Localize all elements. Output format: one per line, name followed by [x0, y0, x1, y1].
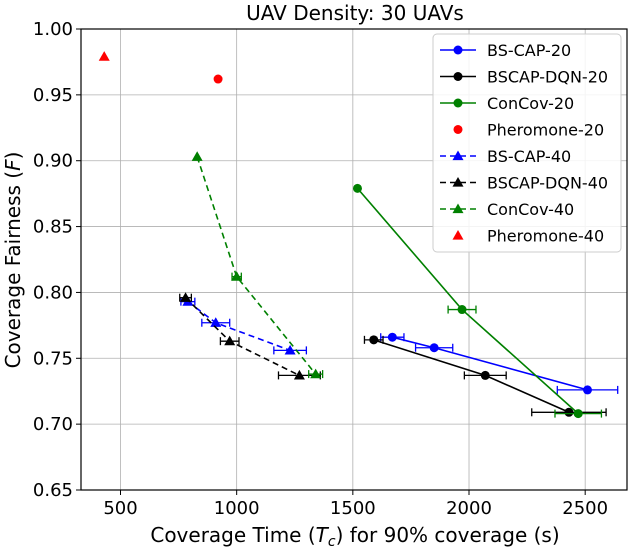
- series-line: [184, 297, 300, 377]
- legend-marker: [453, 98, 463, 108]
- legend-label: Pheromone-20: [487, 121, 604, 140]
- legend-box: [432, 33, 622, 253]
- legend-label: BS-CAP-20: [487, 41, 571, 60]
- data-point: [180, 292, 192, 302]
- series-bscap-dqn-40: [179, 292, 321, 380]
- legend-label: BS-CAP-40: [487, 147, 571, 166]
- data-point: [564, 407, 574, 417]
- legend-item: BSCAP-DQN-40: [440, 174, 608, 193]
- y-axis-label: Coverage Fairness (F): [1, 152, 25, 369]
- series-line: [196, 156, 317, 375]
- legend-item: BS-CAP-40: [440, 147, 571, 166]
- y-tick-label: 0.70: [33, 414, 73, 435]
- legend-item: BS-CAP-20: [440, 41, 571, 60]
- data-point: [310, 368, 322, 379]
- legend-label: Pheromone-40: [487, 227, 604, 246]
- legend-item: ConCov-20: [440, 94, 574, 113]
- data-point: [352, 183, 362, 193]
- x-axis-label: Coverage Time (Tc) for 90% coverage (s): [150, 523, 559, 547]
- y-tick-label: 0.95: [33, 85, 73, 106]
- series-concov-20: [352, 183, 603, 419]
- legend-label: BSCAP-DQN-20: [487, 68, 608, 87]
- plot-frame: [80, 28, 628, 491]
- y-tick-label: 0.75: [33, 348, 73, 369]
- legend-item: BSCAP-DQN-20: [440, 68, 608, 87]
- data-point: [369, 335, 379, 345]
- y-tick-label: 0.80: [33, 282, 73, 303]
- data-point: [231, 271, 243, 281]
- legend-label: BSCAP-DQN-40: [487, 174, 608, 193]
- legend-marker: [453, 125, 463, 134]
- data-point: [210, 317, 222, 327]
- data-point: [480, 370, 490, 380]
- axis-ticks: 500 1000 1500 2000 2500 0.65 0.70 0.75 0.80 0.85 0…: [33, 19, 608, 519]
- legend-item: Pheromone-40: [452, 227, 604, 246]
- legend-marker: [452, 230, 464, 240]
- series-pheromone-40: [98, 51, 110, 61]
- y-tick-label: 1.00: [33, 19, 73, 40]
- series-line: [392, 336, 588, 391]
- series-bs-cap-40: [180, 296, 308, 355]
- legend-marker: [452, 203, 464, 214]
- y-tick-label: 0.85: [33, 217, 73, 238]
- data-point: [98, 51, 110, 61]
- data-point: [284, 344, 296, 355]
- x-tick-label: 500: [103, 498, 137, 519]
- legend: BS-CAP-20 BSCAP-DQN-20 ConCov-20 Pheromone-…: [432, 33, 622, 253]
- data-point: [429, 343, 439, 353]
- x-tick-label: 2500: [562, 498, 608, 519]
- x-tick-label: 2000: [446, 498, 492, 519]
- x-tick-label: 1000: [214, 498, 260, 519]
- x-tick-label: 1500: [330, 498, 376, 519]
- legend-marker: [452, 177, 464, 187]
- data-point: [457, 305, 467, 315]
- series-pheromone-20: [213, 74, 223, 84]
- legend-marker: [453, 45, 463, 55]
- legend-marker: [452, 150, 464, 161]
- chart-title: UAV Density: 30 UAVs: [246, 1, 464, 25]
- series-concov-40: [191, 151, 324, 379]
- legend-label: ConCov-40: [487, 200, 574, 219]
- data-point: [213, 74, 223, 84]
- y-tick-label: 0.90: [33, 151, 73, 172]
- data-point: [293, 369, 305, 380]
- y-tick-label: 0.65: [33, 480, 73, 501]
- data-point: [573, 409, 583, 419]
- legend-marker: [453, 72, 463, 81]
- legend-label: ConCov-20: [487, 94, 574, 113]
- data-point: [224, 335, 236, 346]
- legend-item: ConCov-40: [440, 200, 574, 219]
- data-point: [191, 151, 203, 161]
- series-layer: [98, 51, 619, 419]
- data-point: [387, 332, 397, 342]
- legend-item: Pheromone-20: [453, 121, 604, 140]
- series-bscap-dqn-20: [363, 335, 607, 417]
- data-point: [583, 385, 593, 395]
